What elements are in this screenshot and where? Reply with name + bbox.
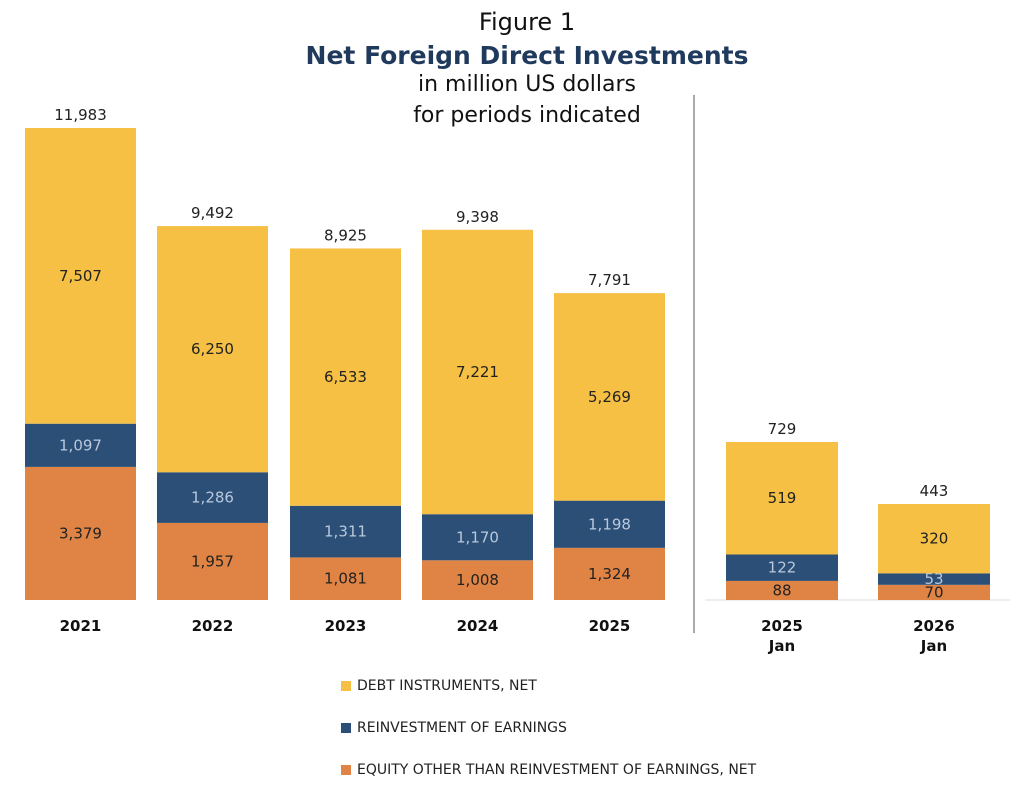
data-label: 88: [772, 581, 791, 599]
data-label: 1,008: [456, 571, 499, 589]
legend-swatch: [341, 723, 351, 733]
bar-segment: [878, 584, 990, 600]
bar-segment: [878, 503, 990, 574]
bar-segment: [554, 293, 665, 501]
chart-title: Net Foreign Direct Investments: [305, 41, 749, 70]
chart-subtitle-line-2: for periods indicated: [413, 103, 641, 128]
data-label: 6,533: [324, 368, 367, 386]
bar-segment: [25, 466, 136, 600]
x-tick-label: 2025: [761, 617, 803, 635]
bar-segment: [422, 229, 533, 515]
bar-segment: [290, 505, 401, 558]
chart-subtitle-line-1: in million US dollars: [417, 72, 637, 97]
total-label: 9,492: [191, 204, 234, 222]
bar-segment: [726, 442, 838, 555]
bar-segment: [878, 573, 990, 585]
bar-segment: [157, 522, 268, 600]
legend-label: EQUITY OTHER THAN REINVESTMENT OF EARNIN…: [357, 762, 757, 778]
bar-segment: [422, 560, 533, 600]
data-label: 6,250: [191, 340, 234, 358]
data-label: 1,324: [588, 565, 631, 583]
legend-label: REINVESTMENT OF EARNINGS: [357, 720, 567, 736]
bar-segment: [25, 128, 136, 424]
total-label: 9,398: [456, 208, 499, 226]
x-tick-label: 2021: [60, 617, 102, 635]
bar-segment: [554, 500, 665, 548]
x-tick-label: Jan: [768, 637, 795, 655]
total-label: 729: [768, 420, 797, 438]
data-label: 1,311: [324, 523, 367, 541]
data-label: 1,081: [324, 570, 367, 588]
data-label: 53: [924, 570, 943, 588]
legend-item-debt: DEBT INSTRUMENTS, NET: [341, 678, 537, 694]
bar-segment: [290, 557, 401, 600]
total-label: 443: [920, 482, 949, 500]
legend-item-reinvestment: REINVESTMENT OF EARNINGS: [341, 720, 567, 736]
legend-label: DEBT INSTRUMENTS, NET: [357, 678, 537, 694]
legend-item-equity: EQUITY OTHER THAN REINVESTMENT OF EARNIN…: [341, 762, 756, 778]
bar-segment: [726, 580, 838, 600]
data-label: 519: [768, 489, 797, 507]
total-label: 7,791: [588, 271, 631, 289]
data-label: 1,957: [191, 552, 234, 570]
data-label: 320: [920, 530, 949, 548]
bar-segment: [422, 514, 533, 561]
data-label: 70: [924, 583, 943, 601]
x-tick-label: 2022: [192, 617, 234, 635]
total-label: 8,925: [324, 226, 367, 244]
total-label: 11,983: [54, 106, 107, 124]
data-label: 7,507: [59, 267, 102, 285]
x-tick-label: 2026: [913, 617, 955, 635]
x-tick-label: 2025: [589, 617, 631, 635]
data-label: 1,286: [191, 489, 234, 507]
data-label: 1,170: [456, 528, 499, 546]
bar-segment: [25, 423, 136, 467]
legend-swatch: [341, 681, 351, 691]
bar-segment: [726, 554, 838, 581]
bar-segment: [554, 547, 665, 600]
data-label: 1,097: [59, 436, 102, 454]
data-label: 3,379: [59, 524, 102, 542]
data-label: 122: [768, 559, 797, 577]
data-label: 7,221: [456, 363, 499, 381]
bar-segment: [157, 472, 268, 523]
x-tick-label: 2023: [325, 617, 367, 635]
legend-swatch: [341, 765, 351, 775]
bar-segment: [290, 248, 401, 506]
data-label: 5,269: [588, 388, 631, 406]
figure-label: Figure 1: [478, 8, 576, 36]
x-tick-label: Jan: [920, 637, 947, 655]
bar-segment: [157, 226, 268, 473]
data-label: 1,198: [588, 515, 631, 533]
x-tick-label: 2024: [457, 617, 499, 635]
